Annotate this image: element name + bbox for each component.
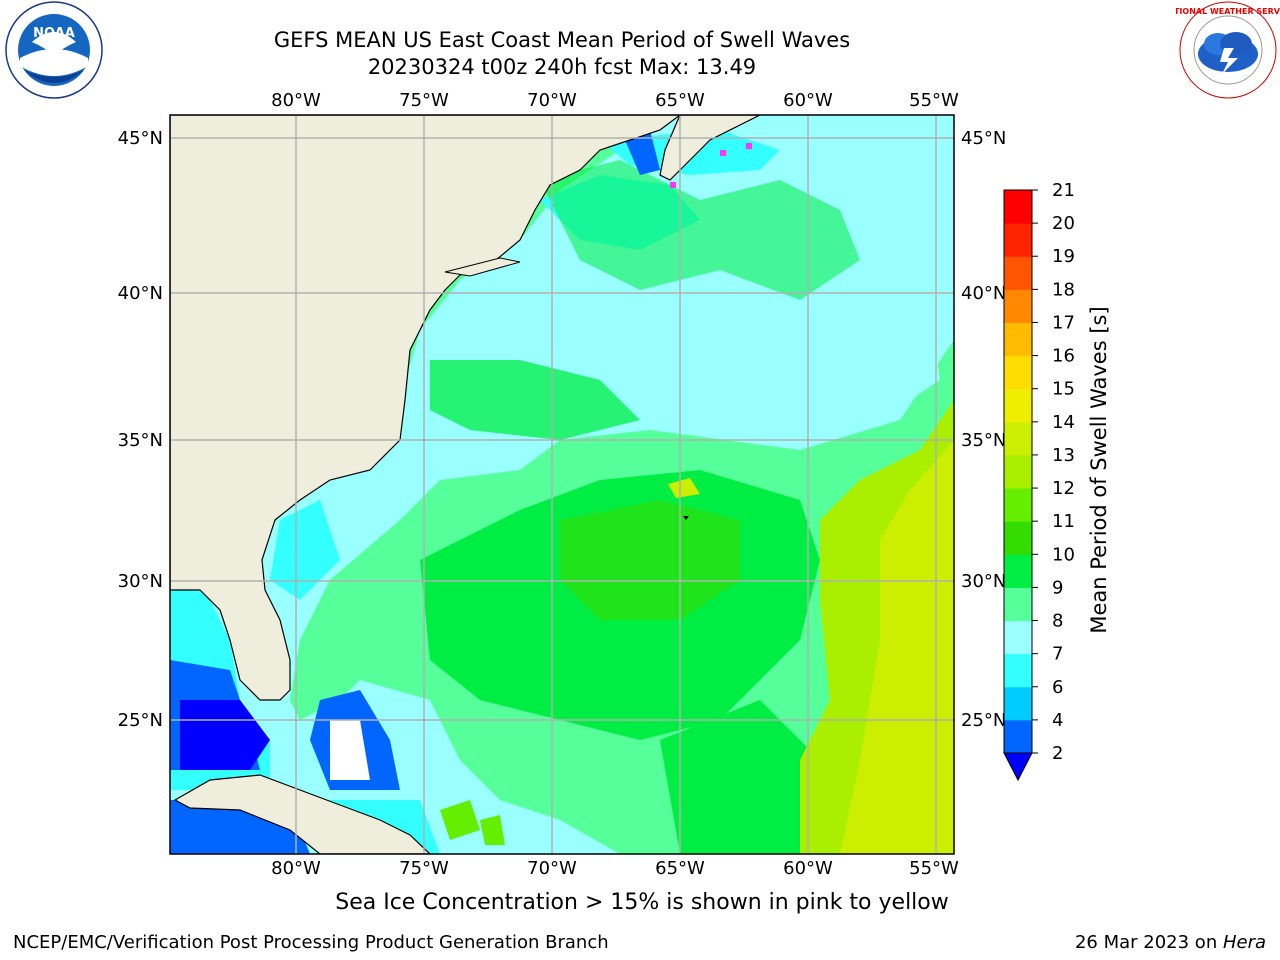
lon-label-top: 65°W <box>655 90 705 111</box>
colorbar-tick-label: 9 <box>1052 577 1063 598</box>
nws-logo: NATIONAL WEATHER SERVICE <box>1176 1 1280 99</box>
colorbar-segment <box>1004 521 1032 555</box>
sea-ice-note: Sea Ice Concentration > 15% is shown in … <box>335 890 949 915</box>
footer-host: Hera <box>1222 932 1266 953</box>
lat-label-right: 35°N <box>961 430 1006 451</box>
colorbar-label: Mean Period of Swell Waves [s] <box>1087 306 1111 633</box>
colorbar-segment <box>1004 190 1032 224</box>
footer-credit: NCEP/EMC/Verification Post Processing Pr… <box>13 932 609 953</box>
colorbar-segment <box>1004 554 1032 588</box>
lon-label-top: 55°W <box>909 90 959 111</box>
colorbar-segment <box>1004 488 1032 522</box>
colorbar-segment <box>1004 454 1032 489</box>
lon-label-top: 70°W <box>527 90 577 111</box>
colorbar-tick-label: 6 <box>1052 677 1063 698</box>
us-east-coast-land <box>170 115 681 701</box>
lat-label-right: 45°N <box>961 128 1006 149</box>
cuba-land <box>173 774 431 854</box>
lon-label-bottom: 75°W <box>399 858 449 879</box>
lat-label-left: 45°N <box>118 128 163 149</box>
swell-period-field <box>170 115 954 854</box>
colorbar-tick-label: 12 <box>1052 478 1075 499</box>
lat-label-left: 30°N <box>118 571 163 592</box>
bermuda-dot <box>683 516 689 520</box>
colorbar: 2 4 6 7 8 9 10 11 12 13 14 15 16 17 18 19 20 21 <box>1003 180 1075 782</box>
colorbar-frame <box>1003 189 1033 754</box>
colorbar-segment <box>1004 653 1032 688</box>
colorbar-tick-label: 17 <box>1052 312 1075 333</box>
colorbar-segment <box>1004 587 1032 622</box>
lat-label-right: 30°N <box>961 571 1006 592</box>
graticule <box>170 115 954 854</box>
colorbar-tick-label: 18 <box>1052 279 1075 300</box>
colorbar-segment <box>1004 256 1032 290</box>
lon-label-top: 75°W <box>399 90 449 111</box>
colorbar-tick-label: 21 <box>1052 180 1075 201</box>
colorbar-tick-label: 15 <box>1052 379 1075 400</box>
footer-date-text: 26 Mar 2023 on <box>1074 932 1223 953</box>
nws-logo-text: NATIONAL WEATHER SERVICE <box>1176 7 1280 16</box>
long-island-land <box>444 257 521 277</box>
colorbar-tick-label: 13 <box>1052 445 1075 466</box>
lat-label-right: 25°N <box>961 710 1006 731</box>
colorbar-segment <box>1004 421 1032 456</box>
colorbar-segment <box>1004 289 1032 323</box>
colorbar-tick-label: 14 <box>1052 412 1075 433</box>
colorbar-segment <box>1004 322 1032 357</box>
land-mask <box>170 115 761 854</box>
colorbar-tick-label: 20 <box>1052 213 1075 234</box>
sea-ice-markers <box>670 143 752 188</box>
colorbar-segment <box>1004 719 1032 754</box>
colorbar-tick-label: 2 <box>1052 743 1063 764</box>
noaa-logo: NOAA <box>5 1 103 99</box>
lon-label-bottom: 55°W <box>909 858 959 879</box>
colorbar-tick-label: 4 <box>1052 710 1063 731</box>
maritimes-land <box>659 115 761 181</box>
lat-label-left: 40°N <box>118 283 163 304</box>
noaa-logo-text: NOAA <box>33 26 75 41</box>
colorbar-tick-label: 11 <box>1052 511 1075 532</box>
lon-label-top: 80°W <box>271 90 321 111</box>
chart-title: GEFS MEAN US East Coast Mean Period of S… <box>273 28 851 52</box>
lat-label-left: 25°N <box>118 710 163 731</box>
colorbar-segment <box>1004 355 1032 390</box>
colorbar-segment <box>1004 388 1032 423</box>
lon-label-bottom: 70°W <box>527 858 577 879</box>
colorbar-segment <box>1004 223 1032 257</box>
map-frame <box>169 114 955 855</box>
lon-label-bottom: 80°W <box>271 858 321 879</box>
footer-date: 26 Mar 2023 on Hera <box>1075 932 1266 953</box>
colorbar-segment <box>1004 686 1032 721</box>
chart-subtitle: 20230324 t00z 240h fcst Max: 13.49 <box>367 55 757 79</box>
colorbar-segment <box>1004 620 1032 655</box>
colorbar-tick-label: 19 <box>1052 246 1075 267</box>
lon-label-bottom: 65°W <box>655 858 705 879</box>
colorbar-tick-label: 16 <box>1052 346 1075 367</box>
colorbar-tick-label: 10 <box>1052 544 1075 565</box>
colorbar-tick-label: 8 <box>1052 611 1063 632</box>
lat-label-left: 35°N <box>118 430 163 451</box>
lon-label-top: 60°W <box>783 90 833 111</box>
lon-label-bottom: 60°W <box>783 858 833 879</box>
colorbar-extend-min <box>1003 752 1033 782</box>
colorbar-tick-label: 7 <box>1052 644 1063 665</box>
lat-label-right: 40°N <box>961 283 1006 304</box>
